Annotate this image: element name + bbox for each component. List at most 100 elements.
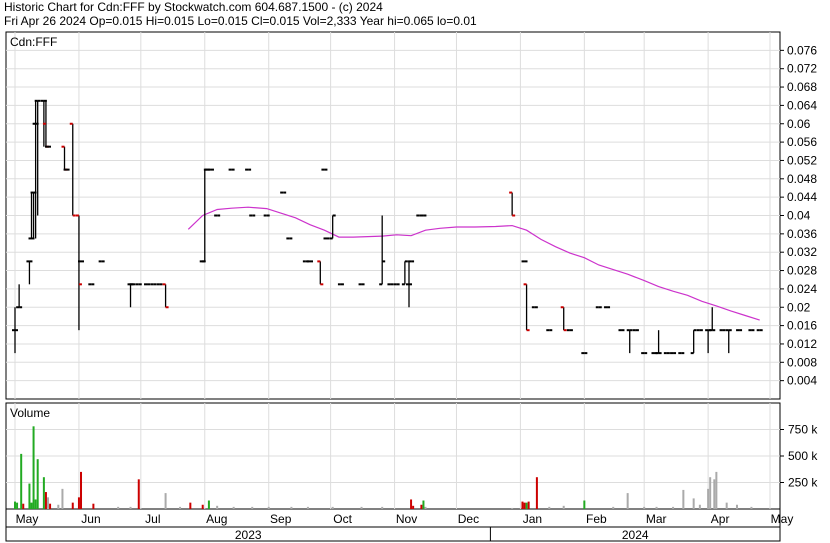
price-tick-label: 0.032	[787, 245, 817, 259]
ohlc-bar	[26, 260, 33, 285]
ohlc-bar	[401, 260, 408, 286]
ohlc-bar	[560, 306, 567, 332]
price-tick-label: 0.06	[787, 117, 811, 131]
volume-bar	[682, 489, 685, 509]
month-tick-label: Mar	[646, 512, 667, 526]
volume-bar	[331, 506, 334, 509]
volume-bar	[360, 506, 363, 509]
volume-bar	[32, 426, 35, 509]
price-tick-label: 0.056	[787, 135, 817, 149]
volume-tick-label: 750 k	[788, 423, 818, 437]
volume-bar	[692, 498, 695, 509]
volume-bar	[709, 477, 712, 509]
volume-bar	[49, 503, 52, 509]
ohlc-bar	[379, 215, 386, 286]
volume-bar	[381, 506, 384, 509]
volume-bar	[44, 492, 47, 509]
ohlc-bar	[626, 329, 633, 354]
volume-bar	[117, 506, 120, 509]
volume-bar	[137, 479, 140, 509]
volume-bar	[655, 506, 658, 509]
volume-bar	[47, 497, 50, 509]
volume-bar	[232, 506, 235, 509]
volume-bar	[511, 507, 514, 509]
volume-bar	[527, 501, 530, 509]
volume-bar	[523, 502, 526, 509]
volume-tick-label: 500 k	[788, 449, 818, 463]
month-tick-label: May	[771, 512, 794, 526]
volume-bar	[36, 459, 39, 509]
ohlc-bar	[12, 307, 18, 354]
volume-bar	[30, 502, 33, 509]
volume-bar	[16, 502, 19, 509]
ohlc-bar	[655, 330, 662, 355]
year-label: 2023	[235, 528, 262, 542]
volume-bar	[713, 479, 716, 509]
volume-bar	[34, 499, 37, 509]
month-tick-label: Dec	[458, 512, 479, 526]
volume-bar	[80, 471, 83, 509]
moving-average-line	[187, 206, 760, 321]
volume-panel-title: Volume	[10, 406, 50, 420]
month-tick-label: Jul	[145, 512, 160, 526]
price-tick-label: 0.052	[787, 153, 817, 167]
volume-bar	[521, 501, 524, 509]
price-tick-label: 0.028	[787, 264, 817, 278]
volume-bar	[22, 503, 25, 509]
volume-bar	[725, 502, 728, 509]
volume-bar	[715, 471, 718, 509]
volume-bar	[77, 497, 80, 509]
month-tick-label: Apr	[711, 512, 730, 526]
ohlc-bar	[690, 329, 697, 355]
volume-bar	[698, 504, 701, 509]
volume-tick-label: 250 k	[788, 476, 818, 490]
volume-bar	[422, 500, 425, 509]
month-tick-label: Aug	[206, 512, 227, 526]
volume-bar	[424, 506, 427, 509]
volume-bar	[535, 477, 538, 509]
volume-bar	[525, 502, 528, 509]
volume-bar	[672, 506, 675, 509]
ohlc-bar	[317, 260, 324, 286]
volume-bar	[20, 453, 23, 509]
price-tick-label: 0.068	[787, 80, 817, 94]
volume-bar	[583, 500, 586, 509]
volume-bar	[179, 506, 182, 509]
month-tick-label: Jan	[523, 512, 542, 526]
ohlc-bar	[329, 214, 336, 240]
month-tick-label: Sep	[270, 512, 292, 526]
volume-bar	[612, 506, 615, 509]
volume-bar	[71, 502, 74, 509]
month-tick-label: Feb	[586, 512, 607, 526]
ohlc-bar	[709, 307, 716, 332]
volume-bar	[750, 506, 753, 509]
price-tick-label: 0.04	[787, 209, 811, 223]
month-tick-label: Nov	[396, 512, 417, 526]
volume-bar	[14, 501, 16, 509]
price-tick-label: 0.072	[787, 62, 817, 76]
chart-header-title: Historic Chart for Cdn:FFF by Stockwatch…	[4, 0, 383, 14]
volume-bar	[201, 504, 204, 509]
volume-bar	[57, 504, 60, 509]
volume-bar	[92, 503, 95, 509]
ohlc-bar	[406, 261, 413, 308]
ohlc-bar	[162, 283, 169, 309]
price-tick-label: 0.064	[787, 98, 817, 112]
month-tick-label: May	[16, 512, 39, 526]
price-tick-label: 0.076	[787, 43, 817, 57]
volume-bar	[290, 506, 293, 509]
price-tick-label: 0.024	[787, 282, 817, 296]
price-tick-label: 0.036	[787, 227, 817, 241]
price-tick-label: 0.008	[787, 355, 817, 369]
chart-header-quote: Fri Apr 26 2024 Op=0.015 Hi=0.015 Lo=0.0…	[4, 14, 477, 28]
price-tick-label: 0.004	[787, 374, 817, 388]
volume-bar	[28, 483, 31, 509]
volume-bar	[548, 506, 551, 509]
ohlc-bar	[16, 284, 23, 309]
volume-bar	[189, 502, 192, 509]
year-label: 2024	[622, 528, 649, 542]
volume-bar	[735, 504, 738, 509]
volume-bar	[306, 506, 309, 509]
